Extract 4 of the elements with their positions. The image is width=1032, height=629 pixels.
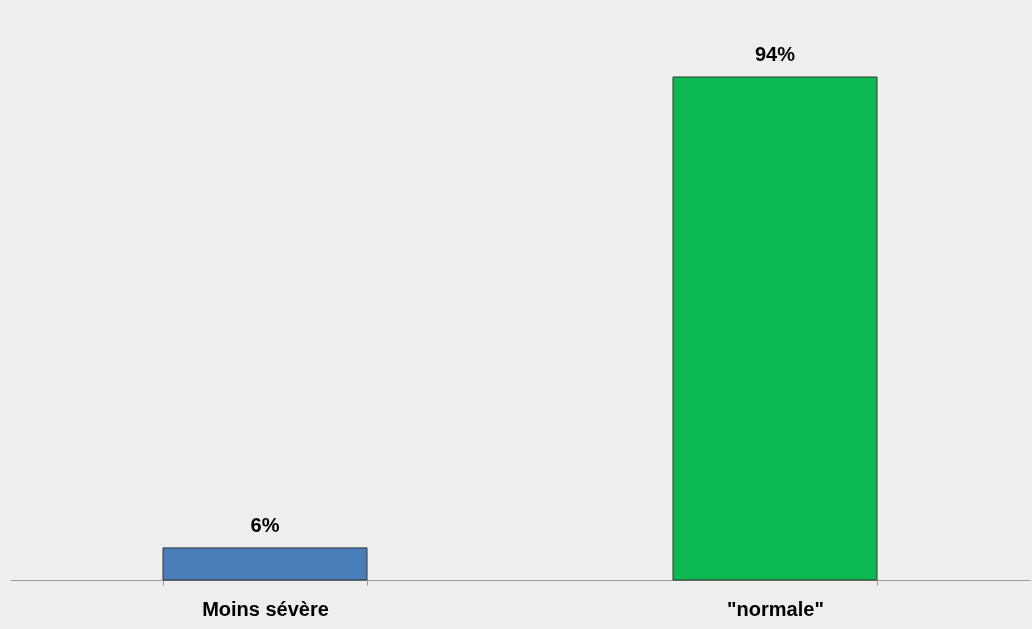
data-label: 6%	[250, 513, 280, 536]
x-tick-label: Moins sévère	[202, 597, 329, 620]
x-tick-label: "normale"	[727, 597, 824, 620]
data-label: 94%	[754, 43, 796, 65]
